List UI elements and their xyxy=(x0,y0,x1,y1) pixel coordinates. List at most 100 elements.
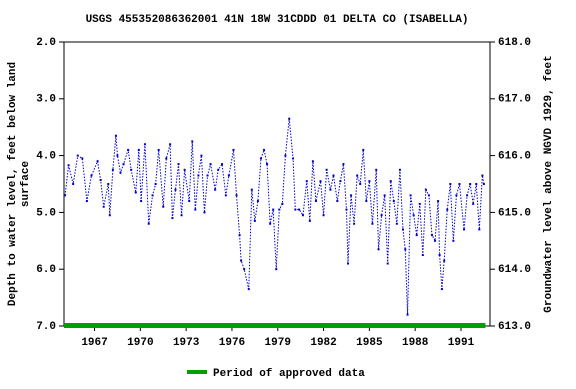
data-point xyxy=(177,163,180,166)
y-tick-label: 7.0 xyxy=(36,321,56,333)
legend-label: Period of approved data xyxy=(213,368,365,380)
data-point xyxy=(365,200,368,203)
data-point xyxy=(162,205,165,208)
data-point xyxy=(96,160,99,163)
data-point xyxy=(194,208,197,211)
x-tick-label: 1991 xyxy=(448,337,475,349)
data-point xyxy=(322,214,325,217)
data-point xyxy=(398,168,401,171)
data-point xyxy=(114,134,117,137)
data-point xyxy=(64,194,67,197)
data-point xyxy=(188,200,191,203)
data-point xyxy=(263,148,266,151)
y2-axis-label: Groundwater level above NGVD 1929, feet xyxy=(543,55,555,312)
data-point xyxy=(183,168,186,171)
y-tick-label: 6.0 xyxy=(36,264,56,276)
data-point xyxy=(319,180,322,183)
data-point xyxy=(412,214,415,217)
data-point xyxy=(329,188,332,191)
data-point xyxy=(440,288,443,291)
data-point xyxy=(362,148,365,151)
data-point xyxy=(308,219,311,222)
data-point xyxy=(111,168,114,171)
data-point xyxy=(209,163,212,166)
data-point xyxy=(415,234,418,237)
data-point xyxy=(203,211,206,214)
data-point xyxy=(371,222,374,225)
data-point xyxy=(449,183,452,185)
y2-tick-label: 615.0 xyxy=(498,207,531,219)
data-point xyxy=(446,208,449,211)
data-point xyxy=(305,180,308,183)
data-point xyxy=(119,171,122,174)
data-point xyxy=(253,219,256,222)
data-point xyxy=(406,313,409,316)
data-point xyxy=(214,188,217,191)
data-point xyxy=(165,157,168,160)
data-line xyxy=(64,118,485,315)
data-point xyxy=(288,117,291,120)
data-point xyxy=(235,194,238,197)
data-point xyxy=(102,205,105,208)
x-tick-label: 1970 xyxy=(127,337,153,349)
data-point xyxy=(240,259,243,262)
y-tick-label: 5.0 xyxy=(36,207,56,219)
data-point xyxy=(143,143,146,146)
data-point xyxy=(281,202,284,205)
x-tick-label: 1976 xyxy=(219,337,245,349)
data-point xyxy=(443,259,446,262)
data-point xyxy=(284,154,287,157)
data-point xyxy=(206,174,209,177)
data-point xyxy=(481,174,484,177)
data-point xyxy=(472,202,475,205)
x-tick-label: 1973 xyxy=(173,337,200,349)
data-point xyxy=(389,180,392,183)
data-point xyxy=(116,154,119,157)
data-point xyxy=(127,148,130,151)
y-axis-label: Depth to water level, feet below land xyxy=(7,62,19,306)
data-point xyxy=(140,200,143,203)
data-point xyxy=(238,234,241,237)
data-point xyxy=(437,200,440,203)
data-point xyxy=(375,168,378,171)
data-point xyxy=(85,200,88,203)
data-point xyxy=(200,154,203,157)
y2-tick-label: 617.0 xyxy=(498,94,531,106)
data-point xyxy=(463,228,466,231)
data-point xyxy=(452,239,455,242)
data-point xyxy=(336,200,339,203)
data-point xyxy=(191,140,194,143)
data-point xyxy=(157,148,160,151)
data-point xyxy=(350,194,353,197)
approved-period-bar xyxy=(64,323,486,328)
data-point xyxy=(356,174,359,177)
data-point xyxy=(232,148,235,151)
data-point xyxy=(434,239,437,242)
data-point xyxy=(180,214,183,217)
data-point xyxy=(332,174,335,177)
data-point xyxy=(76,154,79,157)
data-point xyxy=(377,248,380,251)
data-point xyxy=(256,200,259,203)
data-point xyxy=(107,183,110,185)
x-tick-label: 1967 xyxy=(81,337,107,349)
data-point xyxy=(359,183,362,185)
data-point xyxy=(421,254,424,256)
data-point xyxy=(227,174,230,177)
data-point xyxy=(266,163,269,166)
data-point xyxy=(383,194,386,197)
data-point xyxy=(430,234,433,237)
data-point xyxy=(90,174,93,177)
data-point xyxy=(292,157,295,160)
data-point xyxy=(469,183,472,185)
x-tick-label: 1979 xyxy=(265,337,291,349)
data-point xyxy=(269,222,272,225)
data-point xyxy=(339,180,342,183)
data-point xyxy=(130,168,133,171)
data-point xyxy=(243,268,246,271)
data-point xyxy=(122,163,125,166)
y2-tick-label: 618.0 xyxy=(498,37,531,49)
data-point xyxy=(314,200,317,203)
data-point xyxy=(171,217,174,220)
